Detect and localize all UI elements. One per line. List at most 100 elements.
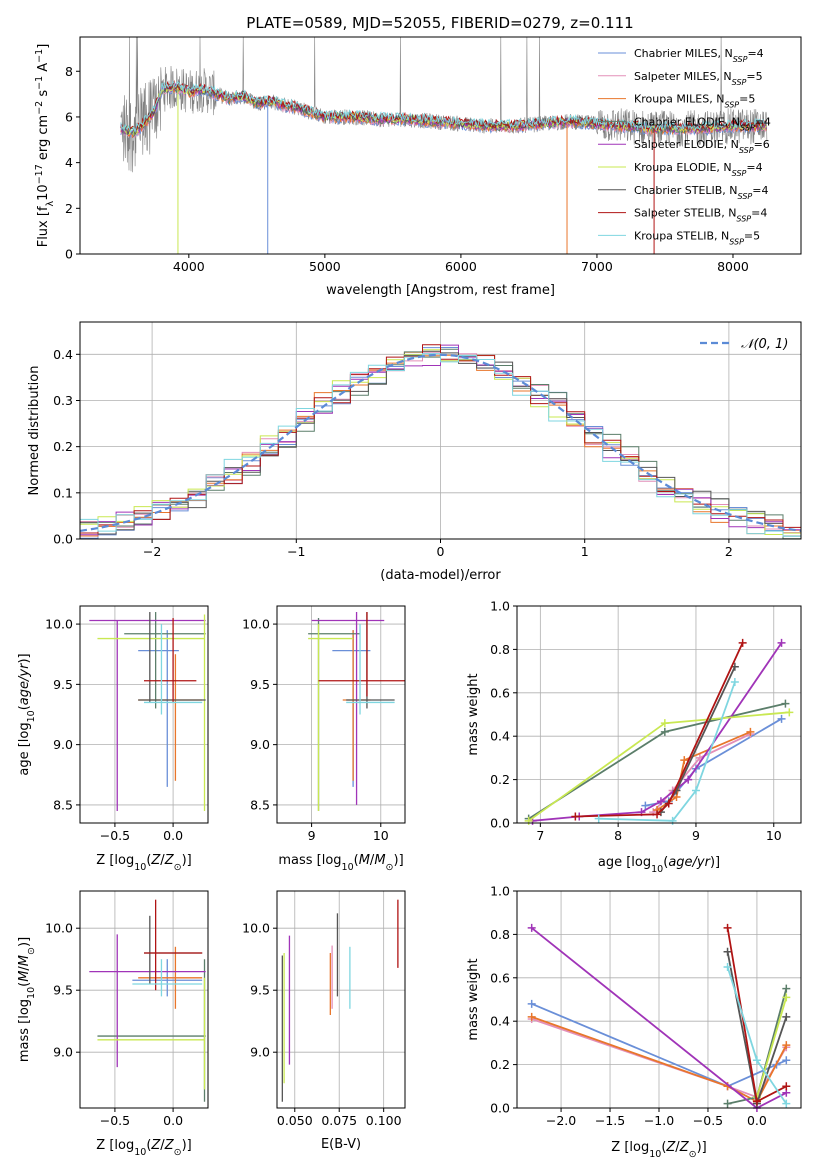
weight-marker: [641, 801, 650, 810]
x-tick-label: 1: [581, 544, 589, 559]
label-part: )]: [394, 853, 404, 868]
legend-tail: =5: [744, 229, 760, 242]
label-part: (: [663, 855, 668, 870]
x-tick-label: 9: [308, 828, 316, 843]
weight-vs-Z-frame: [516, 890, 802, 1109]
y-tick-label: 10.0: [45, 617, 73, 632]
legend-entry: Chabrier STELIB, NSSP=4: [634, 184, 768, 201]
x-tick-label: 0: [437, 544, 445, 559]
label-part: (: [146, 1138, 151, 1153]
label-part: (: [146, 853, 151, 868]
label-part: Z [log: [611, 1140, 649, 1155]
weight-marker: [653, 810, 662, 819]
x-tick-label: 9: [692, 828, 700, 843]
x-tick-label: 0.100: [366, 1113, 402, 1128]
label-part: Flux [f: [36, 206, 51, 247]
legend-entry: Chabrier ELODIE, NSSP=4: [634, 115, 771, 131]
legend-tail: =4: [746, 161, 762, 174]
weight-marker: [723, 1099, 732, 1108]
weight-marker: [691, 786, 700, 795]
weight-line: [531, 1016, 788, 1103]
x-tick-label: 4000: [173, 259, 205, 274]
y-tick-label: 1.0: [490, 884, 510, 899]
weight-line: [575, 642, 744, 818]
label-part: )]: [697, 1140, 707, 1155]
y-axis-label: Normed distribution: [27, 366, 42, 496]
weight-marker: [752, 1097, 761, 1106]
x-tick-label: 0.050: [277, 1113, 313, 1128]
legend-entry: Salpeter MILES, NSSP=5: [634, 70, 763, 87]
errorbars: [89, 899, 206, 1102]
legend-label: Chabrier ELODIE, N: [634, 115, 740, 128]
age-vs-Z-axes: −0.5 0.08.59.09.510.0Z [log10(Z/Z⊙)]age […: [17, 606, 208, 873]
legend-tail: =4: [755, 115, 771, 128]
weight-marker: [527, 1012, 536, 1021]
x-tick-label: −1.5: [595, 1113, 625, 1128]
x-tick-label: 0.0: [747, 1113, 767, 1128]
x-tick-label: 0.0: [163, 828, 183, 843]
legend-label: Kroupa ELODIE, N: [634, 161, 732, 174]
normal-legend-label: 𝒩(0, 1): [741, 337, 788, 352]
x-tick-label: 0.0: [163, 1113, 183, 1128]
x-tick-label: −0.5: [693, 1113, 723, 1128]
legend-entry: Kroupa MILES, NSSP=5: [634, 93, 755, 110]
x-tick-label: 2: [725, 544, 733, 559]
y-tick-label: 0.0: [490, 816, 510, 831]
label-part: Z: [679, 1140, 690, 1155]
legend-sub: SSP: [739, 146, 754, 155]
y-tick-label: 0.0: [490, 1101, 510, 1116]
label-part: Z [log: [96, 853, 134, 868]
y-tick-label: 8.5: [250, 797, 270, 812]
y-tick-label: 9.0: [53, 737, 73, 752]
label-part: −1: [34, 49, 45, 63]
label-part: λ: [45, 200, 56, 206]
legend-sub: SSP: [736, 214, 751, 223]
weight-marker: [777, 714, 786, 723]
weight-marker: [664, 799, 673, 808]
y-tick-label: 9.5: [53, 677, 73, 692]
weight-marker: [781, 699, 790, 708]
x-tick-label: 5000: [309, 259, 341, 274]
label-part: ⊙: [174, 862, 182, 873]
weight-marker: [738, 638, 747, 647]
y-tick-label: 0.2: [490, 1057, 510, 1072]
errorbars: [89, 612, 206, 811]
weight-marker: [571, 812, 580, 821]
weight-marker: [527, 999, 536, 1008]
x-axis-label: mass [log10(M/M⊙)]: [278, 853, 403, 873]
y-tick-label: 10.0: [45, 921, 73, 936]
x-axis-label: Z [log10(Z/Z⊙)]: [96, 1138, 191, 1158]
weight-marker: [785, 708, 794, 717]
weight-marker: [777, 638, 786, 647]
x-axis-label: Z [log10(Z/Z⊙)]: [611, 1140, 706, 1160]
y-tick-label: 10.0: [242, 617, 270, 632]
legend-tail: =6: [754, 138, 770, 151]
x-tick-label: 10: [373, 828, 389, 843]
mass-vs-EBV-axes: 0.050 0.075 0.100 9.0 9.5 10.0 E(B-V): [242, 891, 405, 1152]
label-part: )]: [182, 1138, 192, 1153]
residual-histogram-axes: −2 −1 0 1 2 0.0 0.1 0.2 0.3 0.4 𝒩(0, 1) (data-model…: [27, 322, 802, 583]
mass-vs-EBV-frame: [276, 890, 406, 1109]
label-part: /: [675, 1140, 680, 1155]
legend-entry: Kroupa ELODIE, NSSP=4: [634, 161, 763, 178]
y-tick-label: 9.5: [250, 677, 270, 692]
x-axis-label: wavelength [Angstrom, rest frame]: [326, 283, 555, 298]
mass-vs-Z-frame: [79, 890, 209, 1109]
age-vs-Z-frame: [79, 605, 209, 824]
x-axis-label: E(B-V): [321, 1137, 361, 1152]
legend-label: Kroupa MILES, N: [634, 93, 724, 106]
x-tick-label: −2: [143, 544, 161, 559]
plots-layer: 4000 5000 6000 7000 8000 0 2 4 6 8 wavelength [Ang…: [17, 36, 802, 1160]
label-part: (: [17, 705, 32, 710]
y-tick-label: 10.0: [242, 921, 270, 936]
x-tick-label: 8000: [717, 259, 749, 274]
y-tick-label: 0.8: [490, 642, 510, 657]
weight-marker: [723, 923, 732, 932]
label-part: /: [160, 853, 165, 868]
y-tick-label: 9.0: [250, 1045, 270, 1060]
y-axis-label: Flux [fλ10−17 erg cm−2 s−1 A−1]: [34, 44, 56, 248]
weight-marker: [782, 1012, 791, 1021]
y-axis-label: age [log10(age/yr)]: [17, 653, 37, 775]
legend-tail: =4: [751, 207, 767, 220]
